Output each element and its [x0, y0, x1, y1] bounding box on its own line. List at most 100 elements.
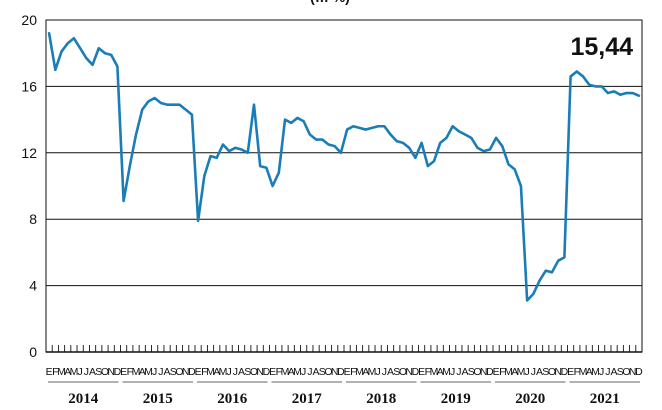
month-tick-label: E [418, 366, 425, 378]
month-tick-label: O [548, 366, 556, 378]
year-tick-label: 2020 [515, 391, 545, 407]
month-tick-label: D [412, 366, 420, 378]
year-tick-label: 2014 [68, 391, 99, 407]
month-tick-label: N [480, 366, 488, 378]
y-tick-label: 8 [29, 211, 37, 227]
month-tick-label: S [170, 366, 177, 378]
month-tick-label: S [617, 366, 624, 378]
month-tick-label: F [127, 366, 133, 378]
month-tick-label: F [425, 366, 431, 378]
month-tick-label: D [337, 366, 345, 378]
month-tick-label: O [473, 366, 481, 378]
y-tick-label: 12 [21, 145, 37, 161]
month-tick-label: M [355, 366, 364, 378]
month-tick-label: S [542, 366, 549, 378]
month-tick-label: J [84, 366, 89, 378]
month-tick-label: A [64, 366, 71, 378]
month-tick-label: F [499, 366, 505, 378]
month-tick-label: S [244, 366, 251, 378]
month-tick-label: D [188, 366, 196, 378]
month-tick-label: J [376, 366, 381, 378]
month-tick-label: S [95, 366, 102, 378]
month-tick-label: M [368, 366, 377, 378]
month-tick-label: M [70, 366, 79, 378]
month-tick-label: O [399, 366, 407, 378]
y-tick-label: 16 [21, 78, 37, 94]
month-tick-label: M [430, 366, 439, 378]
latest-value-callout: 15,44 [570, 33, 633, 61]
year-tick-label: 2015 [143, 391, 173, 407]
year-tick-label: 2021 [590, 391, 620, 407]
month-tick-label: E [344, 366, 351, 378]
month-tick-label: D [561, 366, 569, 378]
year-tick-label: 2016 [217, 391, 248, 407]
y-tick-label: 0 [29, 344, 37, 360]
month-tick-label: J [301, 366, 306, 378]
month-tick-label: J [152, 366, 157, 378]
month-tick-label: A [362, 366, 369, 378]
month-tick-label: N [182, 366, 190, 378]
month-tick-label: A [139, 366, 146, 378]
month-tick-label: M [206, 366, 215, 378]
month-tick-label: A [437, 366, 444, 378]
month-tick-label: S [393, 366, 400, 378]
series-line [47, 31, 641, 302]
month-tick-label: O [622, 366, 630, 378]
y-tick-label: 20 [21, 12, 37, 28]
month-tick-label: J [525, 366, 530, 378]
month-tick-label: A [164, 366, 171, 378]
month-tick-label: F [201, 366, 207, 378]
month-tick-label: S [468, 366, 475, 378]
y-tick-label: 4 [29, 278, 37, 294]
month-tick-label: E [269, 366, 276, 378]
month-tick-label: E [46, 366, 53, 378]
plot-frame [45, 19, 643, 353]
month-tick-label: E [493, 366, 500, 378]
month-tick-label: J [307, 366, 312, 378]
year-tick-label: 2017 [292, 391, 323, 407]
month-tick-label: M [281, 366, 290, 378]
month-tick-label: J [158, 366, 163, 378]
month-tick-label: O [324, 366, 332, 378]
month-tick-label: N [629, 366, 637, 378]
month-tick-label: M [579, 366, 588, 378]
month-tick-label: D [263, 366, 271, 378]
month-tick-label: M [144, 366, 153, 378]
month-tick-label: N [256, 366, 264, 378]
month-tick-label: O [175, 366, 183, 378]
month-tick-label: M [293, 366, 302, 378]
month-tick-label: J [605, 366, 610, 378]
month-tick-label: M [504, 366, 513, 378]
month-tick-label: D [486, 366, 494, 378]
month-tick-label: M [57, 366, 66, 378]
month-tick-label: O [250, 366, 258, 378]
month-tick-label: F [276, 366, 282, 378]
y-axis: 0 4 8 12 16 20 [21, 12, 37, 360]
month-tick-label: M [132, 366, 141, 378]
month-tick-label: S [319, 366, 326, 378]
month-tick-label: J [531, 366, 536, 378]
month-tick-label: J [382, 366, 387, 378]
month-tick-label: M [591, 366, 600, 378]
month-tick-label: M [219, 366, 228, 378]
month-tick-label: J [456, 366, 461, 378]
month-tick-label: E [195, 366, 202, 378]
month-tick-label: F [574, 366, 580, 378]
month-tick-label: N [405, 366, 413, 378]
month-tick-label: J [450, 366, 455, 378]
month-tick-label: J [599, 366, 604, 378]
month-tick-label: J [233, 366, 238, 378]
month-tick-label: N [107, 366, 115, 378]
month-tick-label: A [387, 366, 394, 378]
month-tick-label: A [511, 366, 518, 378]
month-tick-label: A [238, 366, 245, 378]
chart-title: (… %) [310, 0, 350, 5]
month-tick-label: A [462, 366, 469, 378]
month-tick-label: A [536, 366, 543, 378]
month-tick-label: A [586, 366, 593, 378]
month-tick-label: F [52, 366, 58, 378]
gridlines [45, 19, 643, 353]
month-tick-label: A [213, 366, 220, 378]
